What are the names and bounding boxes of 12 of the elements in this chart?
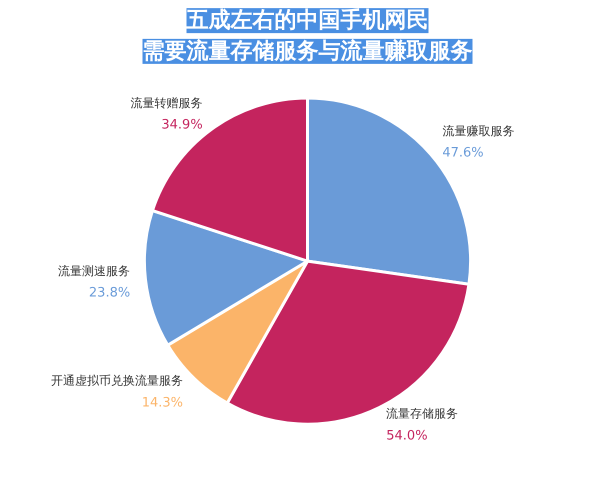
slice-label: 流量测速服务 [58, 264, 130, 278]
data-label: 34.9% [161, 118, 203, 133]
chart-subtitle: 需要流量存储服务与流量赚取服务 [142, 38, 472, 64]
data-label: 23.8% [88, 286, 130, 301]
slice-label: 流量存储服务 [386, 406, 458, 421]
slice-label: 开通虚拟币兑换流量服务 [51, 374, 184, 388]
data-label: 14.3% [142, 395, 184, 410]
data-label: 47.6% [442, 146, 484, 161]
slice-label: 流量转赠服务 [130, 96, 203, 110]
chart-title: 五成左右的中国手机网民 [186, 8, 428, 34]
slice-label: 流量赚取服务 [442, 124, 514, 138]
data-label: 54.0% [386, 428, 428, 444]
